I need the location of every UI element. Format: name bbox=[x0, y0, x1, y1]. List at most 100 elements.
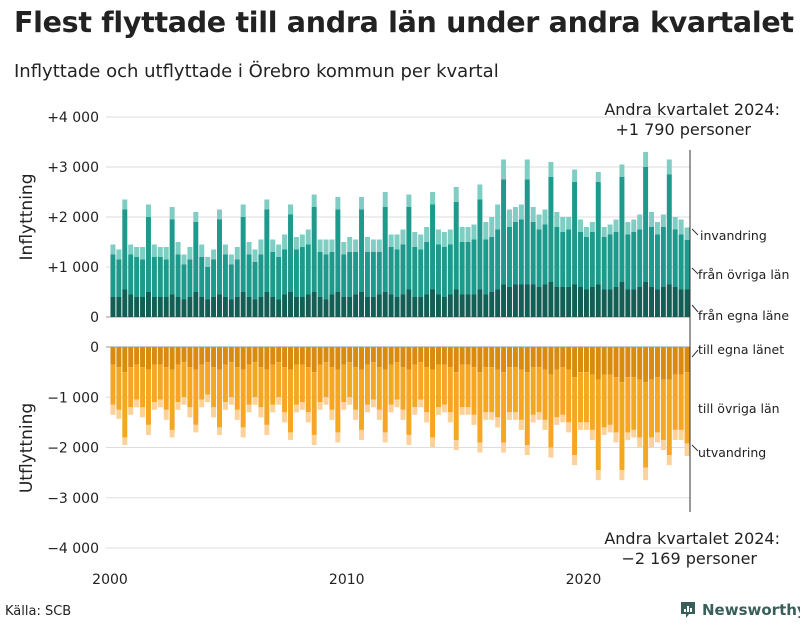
bar-fran-egna-lanet bbox=[430, 290, 435, 318]
bar-till-egna-lanet bbox=[637, 347, 642, 380]
bar-utvandring bbox=[501, 442, 506, 452]
bar-invandring bbox=[258, 240, 263, 255]
bar-invandring bbox=[371, 240, 376, 253]
bar-fran-egna-lanet bbox=[187, 297, 192, 317]
bar-invandring bbox=[253, 250, 258, 263]
bar-till-ovriga-lan bbox=[389, 365, 394, 405]
brand-name: Newsworthy bbox=[702, 601, 800, 619]
bar-till-egna-lanet bbox=[134, 347, 139, 365]
bar-utvandring bbox=[146, 425, 151, 435]
bar-fran-egna-lanet bbox=[454, 290, 459, 318]
bar-fran-egna-lanet bbox=[128, 295, 133, 318]
bar-fran-ovriga-lan bbox=[170, 220, 175, 295]
bar-till-ovriga-lan bbox=[560, 367, 565, 415]
bar-utvandring bbox=[543, 420, 548, 430]
bar-invandring bbox=[288, 205, 293, 215]
bar-fran-egna-lanet bbox=[548, 282, 553, 317]
brand-logo[interactable]: Newsworthy bbox=[680, 601, 800, 619]
bar-fran-ovriga-lan bbox=[347, 252, 352, 297]
bar-fran-ovriga-lan bbox=[152, 257, 157, 297]
bar-utvandring bbox=[507, 412, 512, 420]
bar-fran-ovriga-lan bbox=[543, 225, 548, 285]
bar-till-egna-lanet bbox=[329, 347, 334, 367]
bar-fran-ovriga-lan bbox=[436, 245, 441, 295]
bar-fran-ovriga-lan bbox=[625, 235, 630, 290]
bar-till-ovriga-lan bbox=[383, 370, 388, 433]
bar-fran-egna-lanet bbox=[199, 297, 204, 317]
bar-invandring bbox=[430, 192, 435, 205]
bar-invandring bbox=[448, 230, 453, 245]
bar-utvandring bbox=[424, 412, 429, 422]
bar-till-egna-lanet bbox=[217, 347, 222, 370]
bar-invandring bbox=[329, 240, 334, 253]
bar-fran-ovriga-lan bbox=[608, 235, 613, 290]
bar-fran-egna-lanet bbox=[288, 292, 293, 317]
bar-fran-ovriga-lan bbox=[519, 220, 524, 285]
bar-till-ovriga-lan bbox=[170, 370, 175, 430]
bar-fran-ovriga-lan bbox=[448, 245, 453, 295]
bar-till-ovriga-lan bbox=[608, 375, 613, 425]
bar-till-ovriga-lan bbox=[655, 377, 660, 432]
bar-utvandring bbox=[335, 432, 340, 442]
bar-utvandring bbox=[306, 412, 311, 422]
bar-till-ovriga-lan bbox=[253, 362, 258, 397]
bar-invandring bbox=[602, 227, 607, 237]
bar-invandring bbox=[146, 205, 151, 218]
bar-invandring bbox=[347, 237, 352, 252]
bar-till-egna-lanet bbox=[543, 347, 548, 370]
bar-utvandring bbox=[406, 435, 411, 445]
bar-invandring bbox=[181, 255, 186, 265]
bar-invandring bbox=[655, 222, 660, 235]
bar-till-egna-lanet bbox=[596, 347, 601, 380]
bar-till-ovriga-lan bbox=[282, 367, 287, 412]
bar-invandring bbox=[318, 240, 323, 253]
bar-fran-egna-lanet bbox=[525, 285, 530, 318]
bar-invandring bbox=[306, 230, 311, 245]
bar-fran-egna-lanet bbox=[614, 287, 619, 317]
bar-fran-ovriga-lan bbox=[442, 247, 447, 297]
bar-fran-egna-lanet bbox=[282, 295, 287, 318]
bar-fran-ovriga-lan bbox=[667, 175, 672, 285]
y-tick-label-bottom: −1 000 bbox=[47, 390, 99, 406]
bar-till-egna-lanet bbox=[531, 347, 536, 367]
bar-till-egna-lanet bbox=[519, 347, 524, 370]
bar-fran-egna-lanet bbox=[412, 297, 417, 317]
bar-fran-ovriga-lan bbox=[282, 250, 287, 295]
bar-utvandring bbox=[377, 410, 382, 420]
bar-till-ovriga-lan bbox=[241, 370, 246, 428]
bar-till-egna-lanet bbox=[614, 347, 619, 377]
bar-till-egna-lanet bbox=[241, 347, 246, 370]
bar-fran-egna-lanet bbox=[371, 297, 376, 317]
bar-fran-ovriga-lan bbox=[525, 180, 530, 285]
x-tick-label: 2010 bbox=[329, 572, 365, 588]
bar-till-ovriga-lan bbox=[685, 372, 690, 443]
bar-fran-egna-lanet bbox=[572, 285, 577, 318]
x-tick-label: 2020 bbox=[566, 572, 602, 588]
bar-till-egna-lanet bbox=[181, 347, 186, 362]
bar-till-ovriga-lan bbox=[306, 367, 311, 412]
bar-till-egna-lanet bbox=[318, 347, 323, 365]
bar-fran-egna-lanet bbox=[193, 292, 198, 317]
bar-fran-egna-lanet bbox=[353, 295, 358, 318]
bar-fran-ovriga-lan bbox=[649, 227, 654, 287]
bar-fran-egna-lanet bbox=[377, 295, 382, 318]
bar-utvandring bbox=[637, 437, 642, 447]
bar-fran-ovriga-lan bbox=[406, 207, 411, 290]
bar-fran-ovriga-lan bbox=[637, 230, 642, 288]
bar-fran-egna-lanet bbox=[400, 295, 405, 318]
bar-invandring bbox=[436, 230, 441, 245]
bar-invandring bbox=[412, 232, 417, 247]
bar-utvandring bbox=[554, 417, 559, 425]
bar-fran-ovriga-lan bbox=[489, 237, 494, 292]
bar-fran-egna-lanet bbox=[466, 295, 471, 318]
bar-till-egna-lanet bbox=[424, 347, 429, 367]
bar-fran-egna-lanet bbox=[477, 290, 482, 318]
bar-utvandring bbox=[566, 422, 571, 432]
bar-till-ovriga-lan bbox=[318, 365, 323, 403]
y-tick-label-bottom: −3 000 bbox=[47, 491, 99, 507]
bar-fran-ovriga-lan bbox=[134, 257, 139, 297]
bar-utvandring bbox=[247, 405, 252, 413]
bar-fran-egna-lanet bbox=[507, 287, 512, 317]
bar-fran-ovriga-lan bbox=[335, 210, 340, 293]
bar-fran-egna-lanet bbox=[318, 297, 323, 317]
